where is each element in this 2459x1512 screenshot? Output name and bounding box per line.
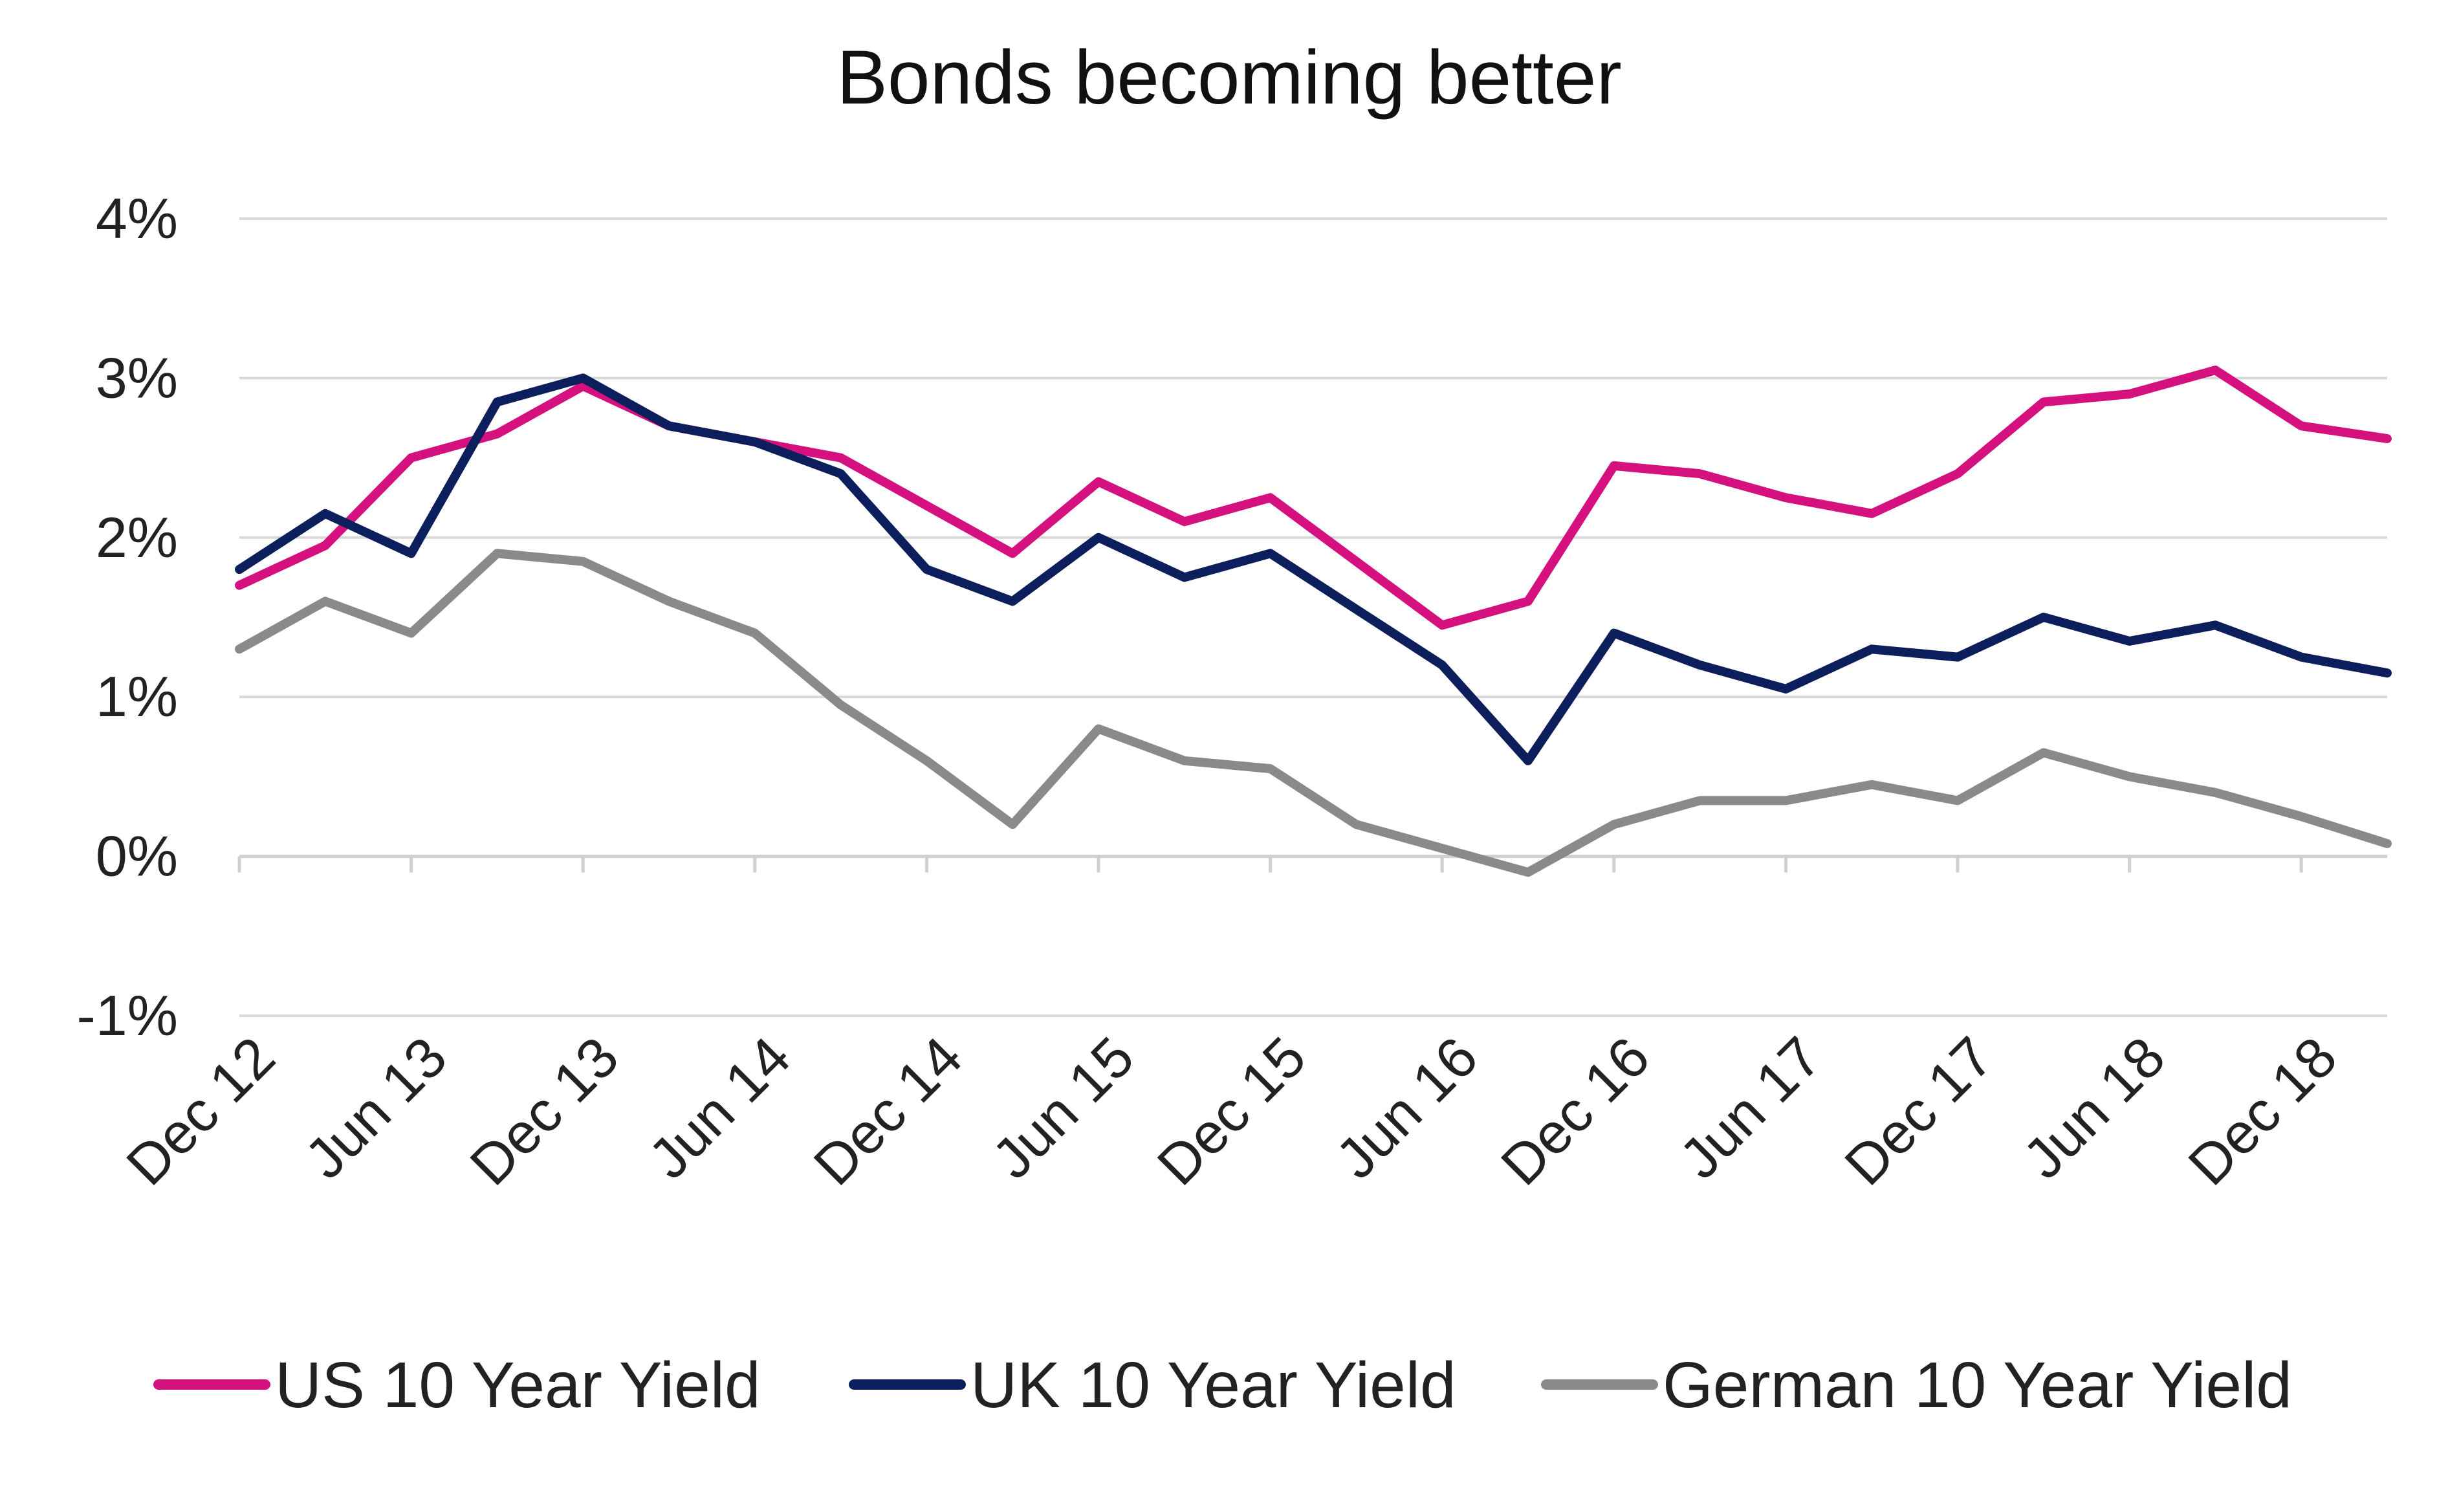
legend-label: US 10 Year Yield: [275, 1349, 761, 1421]
chart-title: Bonds becoming better: [836, 35, 1622, 120]
x-tick-label: Jun 18: [2011, 1024, 2177, 1190]
series-line-0: [235, 366, 2392, 630]
y-tick-label: -1%: [77, 983, 179, 1047]
series-line-2: [235, 549, 2392, 877]
series-lines: [235, 366, 2392, 877]
y-tick-label: 4%: [96, 186, 178, 250]
series-line-1: [235, 373, 2392, 765]
x-tick-label: Jun 16: [1324, 1024, 1490, 1190]
legend: US 10 Year Yield UK 10 Year Yield German 1…: [153, 1349, 2292, 1421]
x-tick-label: Jun 15: [980, 1024, 1146, 1190]
x-tick-label: Dec 15: [1145, 1024, 1318, 1197]
y-tick-label: 2%: [96, 505, 178, 569]
y-tick-label: 3%: [96, 345, 178, 410]
grid-lines: [239, 217, 2387, 1017]
x-tick-label: Jun 14: [636, 1024, 802, 1190]
x-tick-label: Dec 13: [457, 1024, 630, 1197]
x-tick-label: Dec 14: [802, 1024, 974, 1197]
x-tick-label: Dec 12: [114, 1024, 287, 1197]
y-axis-tick-labels: 4% 3% 2% 1% 0% -1%: [77, 186, 179, 1047]
legend-label: UK 10 Year Yield: [970, 1349, 1456, 1421]
x-tick-label: Dec 18: [2176, 1024, 2348, 1197]
y-tick-label: 0%: [96, 824, 178, 888]
x-tick-label: Dec 16: [1489, 1024, 1661, 1197]
x-tick-label: Jun 17: [1667, 1024, 1833, 1190]
x-tick-label: Dec 17: [1832, 1024, 2005, 1197]
legend-label: German 10 Year Yield: [1663, 1349, 2292, 1421]
y-tick-label: 1%: [96, 664, 178, 729]
x-tick-label: Jun 13: [292, 1024, 459, 1190]
x-axis: [237, 856, 2303, 873]
